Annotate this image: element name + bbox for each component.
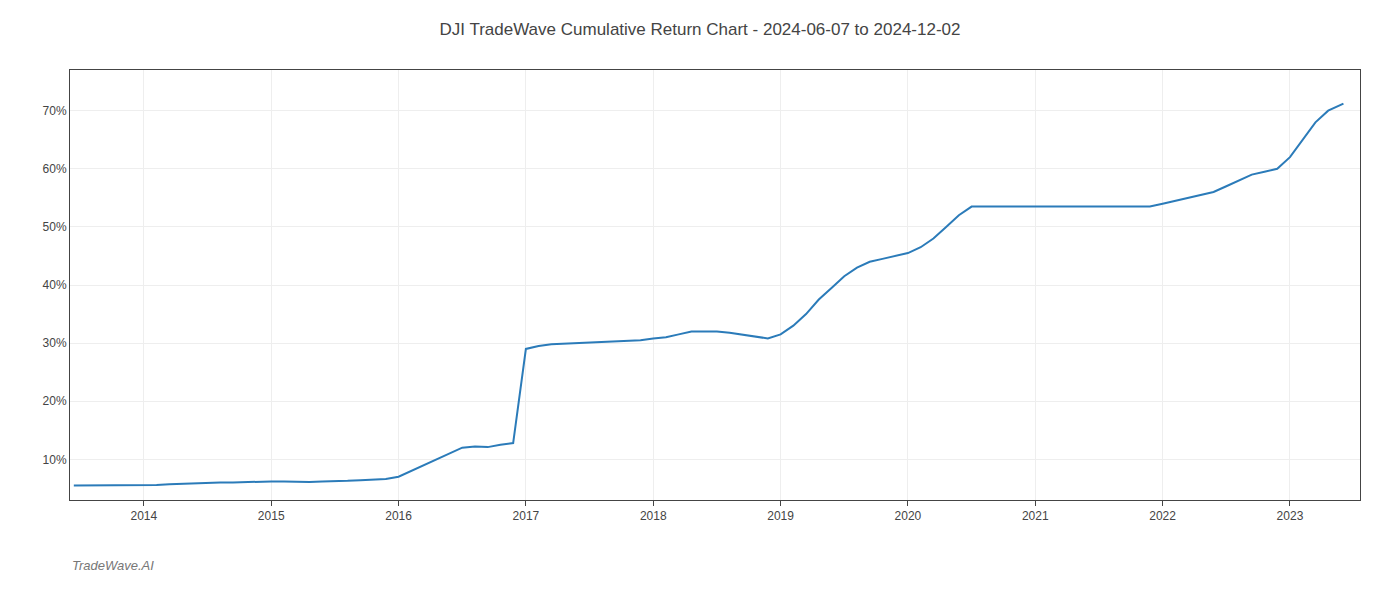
svg-text:60%: 60% [43, 162, 67, 176]
svg-text:50%: 50% [43, 220, 67, 234]
svg-text:2018: 2018 [640, 509, 667, 523]
svg-text:70%: 70% [43, 104, 67, 118]
svg-text:2021: 2021 [1022, 509, 1049, 523]
svg-text:10%: 10% [43, 453, 67, 467]
svg-text:2022: 2022 [1149, 509, 1176, 523]
svg-text:40%: 40% [43, 278, 67, 292]
svg-text:TradeWave.AI: TradeWave.AI [72, 558, 154, 573]
svg-text:DJI TradeWave Cumulative Retur: DJI TradeWave Cumulative Return Chart - … [440, 20, 961, 39]
svg-text:2017: 2017 [513, 509, 540, 523]
svg-text:30%: 30% [43, 336, 67, 350]
svg-text:2020: 2020 [895, 509, 922, 523]
svg-text:2014: 2014 [131, 509, 158, 523]
svg-text:2015: 2015 [258, 509, 285, 523]
svg-text:2023: 2023 [1277, 509, 1304, 523]
svg-text:2016: 2016 [385, 509, 412, 523]
svg-text:2019: 2019 [767, 509, 794, 523]
svg-text:20%: 20% [43, 394, 67, 408]
